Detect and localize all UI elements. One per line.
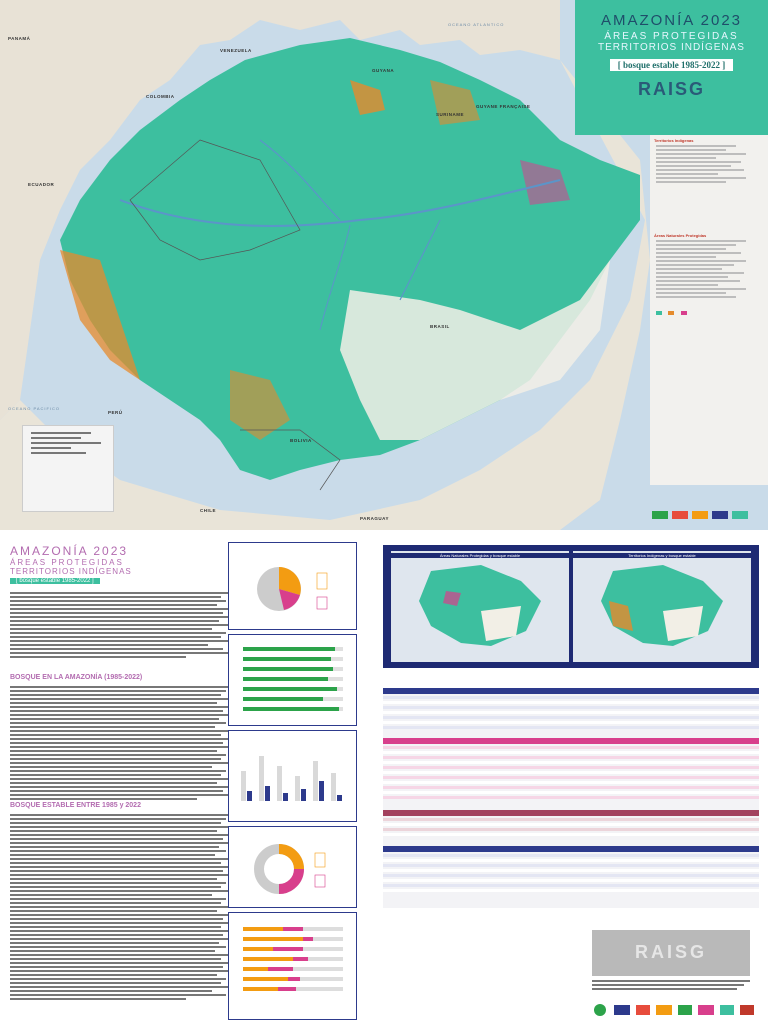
swatch-ti — [668, 310, 675, 315]
column-chart-3 — [241, 756, 342, 801]
partner-logos — [590, 1000, 760, 1020]
chart-box-5 — [228, 912, 357, 1020]
label-guyana: GUYANA — [372, 68, 395, 73]
donut-chart-4 — [254, 844, 326, 894]
title-badge: [ bosque estable 1985-2022 ] — [609, 59, 734, 71]
text-column: AMAZONÍA 2023 ÁREAS PROTEGIDAS TERRITORI… — [0, 538, 248, 1024]
swatch-anp — [680, 310, 687, 315]
chart-box-1 — [228, 542, 357, 630]
label-chile: CHILE — [200, 508, 216, 513]
chart-column — [228, 538, 358, 1024]
lower-title: AMAZONÍA 2023 — [10, 544, 129, 558]
title-line2: ÁREAS PROTEGIDAS — [604, 31, 739, 42]
lower-subtitle1: ÁREAS PROTEGIDAS — [10, 558, 124, 567]
bar-chart-2 — [243, 647, 343, 711]
legend-heading-anp: Áreas Naturales Protegidas — [654, 233, 707, 238]
lower-subtitle2: TERRITORIOS INDÍGENAS — [10, 567, 132, 576]
map-anp: Áreas Naturales Protegidas y bosque esta… — [391, 551, 569, 662]
title-block: AMAZONÍA 2023 ÁREAS PROTEGIDAS TERRITORI… — [575, 0, 768, 135]
map-legend: Territorios Indígenas Áreas Naturales Pr… — [650, 135, 768, 485]
label-bolivia: BOLIVIA — [290, 438, 312, 443]
legend-heading-ti: Territorios Indígenas — [654, 138, 694, 143]
section2-heading: BOSQUE ESTABLE ENTRE 1985 y 2022 — [10, 802, 141, 809]
data-tables — [383, 688, 759, 908]
credits-text — [592, 980, 750, 992]
ocean-pacific-label: OCEANO PACIFICO — [8, 406, 61, 411]
stacked-bar-chart-5 — [243, 927, 343, 991]
label-brasil: BRASIL — [430, 324, 450, 329]
map-logos — [650, 505, 768, 525]
ocean-atlantic-label: OCEANO ATLANTICO — [448, 22, 505, 27]
swatch-forest — [656, 310, 662, 315]
label-guyane: GUYANE FRANÇAISE — [476, 104, 531, 109]
org-logo: RAISG — [637, 79, 705, 99]
label-panama: PANAMÁ — [8, 36, 31, 41]
chart-box-4 — [228, 826, 357, 908]
intro-text — [10, 592, 230, 660]
label-venezuela: VENEZUELA — [220, 48, 252, 53]
raisg-logo-box: RAISG — [592, 930, 750, 976]
label-peru: PERÚ — [108, 410, 123, 415]
title-main: AMAZONÍA 2023 — [600, 12, 743, 29]
forest-area — [60, 38, 640, 480]
label-ecuador: ECUADOR — [28, 182, 55, 187]
map-ti: Territorios Indígenas y bosque estable — [573, 551, 751, 662]
map-inset-legend — [22, 425, 114, 512]
raisg-logo-text: RAISG — [634, 942, 707, 962]
pie-chart-1 — [257, 567, 328, 611]
label-suriname: SURINAME — [436, 112, 465, 117]
label-colombia: COLOMBIA — [146, 94, 175, 99]
chart-box-2 — [228, 634, 357, 726]
label-paraguay: PARAGUAY — [360, 516, 390, 521]
section1-text — [10, 686, 230, 802]
lower-badge: [ bosque estable 1985-2022 ] — [10, 578, 100, 584]
section1-heading: BOSQUE EN LA AMAZONÍA (1985-2022) — [10, 674, 143, 681]
title-line3: TERRITORIOS INDÍGENAS — [598, 42, 745, 53]
section2-text — [10, 814, 230, 1002]
map-ti-caption: Territorios Indígenas y bosque estable — [573, 553, 751, 558]
chart-box-3 — [228, 730, 357, 822]
map-anp-caption: Áreas Naturales Protegidas y bosque esta… — [391, 553, 569, 558]
comparison-maps: Áreas Naturales Protegidas y bosque esta… — [383, 545, 759, 668]
